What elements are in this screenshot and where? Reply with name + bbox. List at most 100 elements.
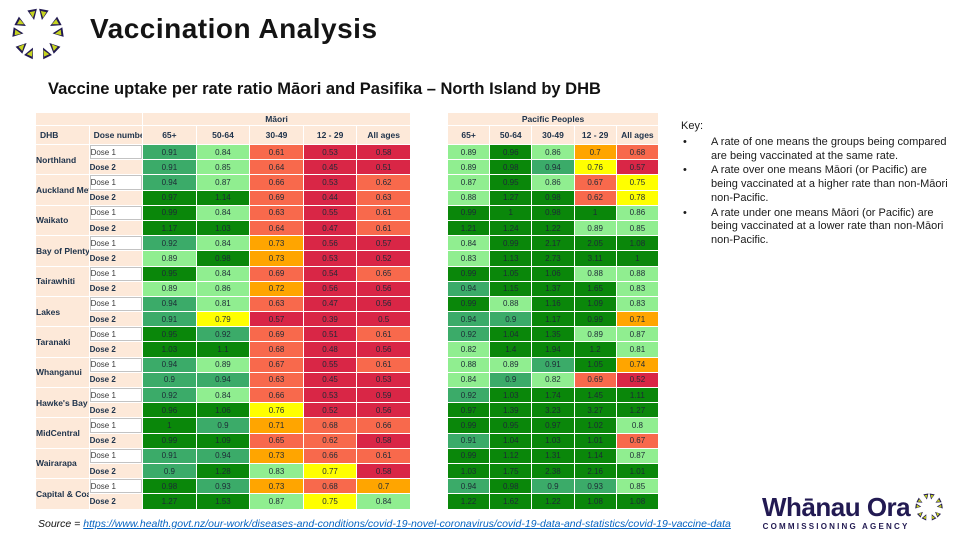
rate-cell: 0.79 xyxy=(196,312,250,327)
rate-cell: 0.94 xyxy=(448,281,490,296)
dhb-name-cell: Wairarapa xyxy=(36,448,89,479)
table-row: Dose 2 0.99 1.09 0.65 0.62 0.58 xyxy=(36,433,410,448)
rate-cell: 0.55 xyxy=(303,357,357,372)
rate-cell: 1.01 xyxy=(574,433,616,448)
table-row: 0.89 0.96 0.86 0.7 0.68 xyxy=(448,145,658,160)
rate-cell: 0.87 xyxy=(616,327,658,342)
rate-cell: 3.11 xyxy=(574,251,616,266)
rate-cell: 0.68 xyxy=(250,342,303,357)
table-row: 0.92 1.04 1.35 0.89 0.87 xyxy=(448,327,658,342)
table-row: Dose 2 1.17 1.03 0.64 0.47 0.61 xyxy=(36,220,410,236)
rate-cell: 0.83 xyxy=(448,251,490,266)
rate-cell: 1.01 xyxy=(616,463,658,479)
rate-cell: 0.57 xyxy=(616,160,658,175)
rate-cell: 0.84 xyxy=(196,145,250,160)
rate-cell: 1.11 xyxy=(616,388,658,403)
rate-cell: 3.27 xyxy=(574,403,616,418)
rate-cell: 0.94 xyxy=(448,479,490,494)
table-row: 0.88 0.89 0.91 1.05 0.74 xyxy=(448,357,658,372)
table-row: Lakes Dose 1 0.94 0.81 0.63 0.47 0.56 xyxy=(36,296,410,327)
rate-cell: 0.97 xyxy=(143,190,196,205)
table-row: 0.99 1.12 1.31 1.14 0.87 xyxy=(448,448,658,463)
dhb-name-cell: Bay of Plenty xyxy=(36,236,89,266)
rate-cell: 0.63 xyxy=(250,205,303,220)
table-row: 0.84 0.99 2.17 2.05 1.08 xyxy=(448,236,658,251)
table-row: 1.03 1.75 2.38 2.16 1.01 xyxy=(448,463,658,479)
rate-cell: 1.16 xyxy=(532,296,574,312)
table-row: Northland Dose 1 0.91 0.84 0.61 0.53 0.58 xyxy=(36,145,410,175)
rate-cell: 1.02 xyxy=(574,418,616,433)
rate-cell: 0.69 xyxy=(250,327,303,342)
rate-cell: 1.06 xyxy=(532,266,574,281)
rate-cell: 1.94 xyxy=(532,342,574,357)
dose-label-cell: Dose 2 xyxy=(89,190,143,205)
rate-cell: 0.82 xyxy=(448,342,490,357)
rate-cell: 0.83 xyxy=(250,463,303,479)
dose-label-cell: Dose 2 xyxy=(89,251,143,266)
rate-cell: 0.83 xyxy=(616,296,658,312)
table-row: 0.83 1.13 2.73 3.11 1 xyxy=(448,251,658,266)
rate-cell: 0.89 xyxy=(574,220,616,236)
dose-label-cell: Dose 1 xyxy=(89,205,143,220)
table-row: Whanganui Dose 1 0.94 0.89 0.67 0.55 0.61 xyxy=(36,357,410,387)
pentagon-logo-icon-small xyxy=(915,493,943,521)
rate-cell: 0.58 xyxy=(357,433,410,448)
rate-cell: 0.92 xyxy=(448,388,490,403)
rate-cell: 2.38 xyxy=(532,463,574,479)
rate-cell: 0.95 xyxy=(143,266,196,281)
dose-label-cell: Dose 2 xyxy=(89,342,143,357)
dose-label-cell: Dose 2 xyxy=(89,372,143,387)
rate-cell: 0.95 xyxy=(490,175,532,190)
rate-cell: 0.96 xyxy=(490,145,532,160)
rate-cell: 0.67 xyxy=(616,433,658,448)
source-link[interactable]: https://www.health.govt.nz/our-work/dise… xyxy=(83,518,731,530)
rate-cell: 0.54 xyxy=(303,266,357,281)
rate-cell: 1.1 xyxy=(196,342,250,357)
rate-cell: 0.51 xyxy=(303,327,357,342)
rate-cell: 0.51 xyxy=(357,160,410,175)
rate-cell: 2.05 xyxy=(574,236,616,251)
rate-cell: 0.89 xyxy=(196,357,250,372)
table-row: Waikato Dose 1 0.99 0.84 0.63 0.55 0.61 xyxy=(36,205,410,236)
rate-cell: 1.27 xyxy=(143,494,196,509)
rate-cell: 0.57 xyxy=(250,312,303,327)
rate-cell: 1.28 xyxy=(196,463,250,479)
col-header-dhb: DHB xyxy=(36,126,89,144)
dose-label-cell: Dose 2 xyxy=(89,433,143,448)
table-row: 0.84 0.9 0.82 0.69 0.52 xyxy=(448,372,658,387)
rate-cell: 0.88 xyxy=(490,296,532,312)
rate-cell: 0.87 xyxy=(448,175,490,190)
dose-label-cell: Dose 1 xyxy=(89,266,143,281)
rate-cell: 0.76 xyxy=(574,160,616,175)
col-header-age: All ages xyxy=(357,126,410,144)
dhb-name-cell: Hawke's Bay xyxy=(36,388,89,418)
rate-cell: 0.8 xyxy=(616,418,658,433)
rate-cell: 0.7 xyxy=(357,479,410,494)
table-row: 1.21 1.24 1.22 0.89 0.85 xyxy=(448,220,658,236)
table-row: 0.94 0.9 1.17 0.99 0.71 xyxy=(448,312,658,327)
rate-cell: 0.45 xyxy=(303,372,357,387)
bullet-icon: • xyxy=(683,164,687,177)
rate-cell: 0.59 xyxy=(357,388,410,403)
rate-cell: 0.71 xyxy=(250,418,303,433)
table-row: 0.99 0.88 1.16 1.09 0.83 xyxy=(448,296,658,312)
table-row: 1.22 1.62 1.22 1.08 1.08 xyxy=(448,494,658,509)
col-header-age: 65+ xyxy=(143,126,196,144)
table-row: 0.99 1 0.98 1 0.86 xyxy=(448,205,658,220)
table-row: Dose 2 1.27 1.53 0.87 0.75 0.84 xyxy=(36,494,410,509)
rate-cell: 0.89 xyxy=(448,145,490,160)
rate-cell: 1.03 xyxy=(196,220,250,236)
dose-label-cell: Dose 1 xyxy=(89,357,143,372)
table-row: 0.97 1.39 3.23 3.27 1.27 xyxy=(448,403,658,418)
table-row: Dose 2 0.9 1.28 0.83 0.77 0.58 xyxy=(36,463,410,479)
table-row: Dose 2 0.89 0.98 0.73 0.53 0.52 xyxy=(36,251,410,266)
dhb-name-cell: Tairawhiti xyxy=(36,266,89,296)
rate-cell: 0.9 xyxy=(532,479,574,494)
rate-cell: 3.23 xyxy=(532,403,574,418)
rate-cell: 0.99 xyxy=(574,312,616,327)
rate-cell: 0.73 xyxy=(250,479,303,494)
rate-cell: 1 xyxy=(574,205,616,220)
rate-cell: 1.08 xyxy=(616,494,658,509)
key-bullet-text: A rate over one means Māori (or Pacific)… xyxy=(711,164,948,204)
